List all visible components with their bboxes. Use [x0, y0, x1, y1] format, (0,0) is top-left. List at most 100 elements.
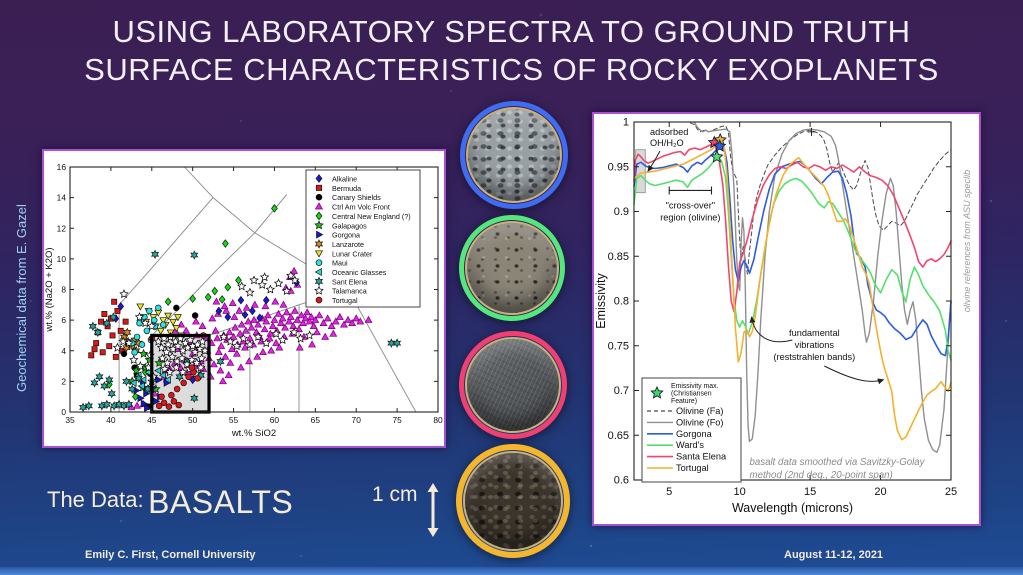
svg-text:20: 20 — [874, 486, 886, 498]
svg-text:45: 45 — [147, 415, 157, 425]
svg-text:Feature): Feature) — [671, 398, 697, 405]
svg-text:vibrations: vibrations — [795, 340, 835, 350]
spectrum-santa-elena — [633, 142, 952, 313]
svg-text:25: 25 — [945, 486, 957, 498]
svg-text:60: 60 — [270, 415, 280, 425]
svg-text:Ward's: Ward's — [676, 440, 704, 450]
tas-diagram-panel: 35 40 45 50 55 60 65 70 75 80 0 2 4 6 8 10 12 14 16 wt.% Si… — [42, 149, 446, 448]
svg-text:Olivine (Fa): Olivine (Fa) — [676, 406, 723, 416]
rock-texture-smooth-gray — [465, 221, 559, 315]
slide-title: USING LABORATORY SPECTRA TO GROUND TRUTH… — [0, 13, 1023, 89]
svg-text:Tortugal: Tortugal — [676, 463, 709, 473]
series-bermuda — [88, 298, 129, 360]
data-label-prefix: The Data: — [47, 487, 144, 512]
svg-text:35: 35 — [65, 415, 75, 425]
svg-text:0.75: 0.75 — [608, 340, 629, 352]
data-label: The Data: BASALTS — [47, 484, 293, 521]
spectra-axes: 5 10 15 20 25 0.6 0.65 0.7 0.75 0.8 0.85 0.9 0.95 1 Wa… — [594, 117, 957, 516]
slide-title-line2: SURFACE CHARACTERISTICS OF ROCKY EXOPLAN… — [84, 51, 939, 87]
svg-text:Central New England (?): Central New England (?) — [332, 212, 411, 221]
scale-bar-label: 1 cm — [372, 483, 418, 506]
svg-text:Maui: Maui — [332, 259, 348, 268]
svg-text:adsorbed: adsorbed — [650, 127, 688, 137]
sample-disc-pink — [459, 331, 567, 439]
svg-text:Bermuda: Bermuda — [332, 184, 361, 193]
svg-text:Emissivity max.: Emissivity max. — [671, 383, 719, 390]
svg-text:15: 15 — [804, 486, 816, 498]
svg-text:Oceanic Glasses: Oceanic Glasses — [332, 268, 387, 277]
sample-disc-green — [459, 215, 565, 321]
christiansen-feature-stars — [707, 132, 727, 163]
rock-texture-granular-dark — [463, 451, 563, 551]
svg-text:Sant Elena: Sant Elena — [332, 277, 367, 286]
spectra-panel: 5 10 15 20 25 0.6 0.65 0.7 0.75 0.8 0.85 0.9 0.95 1 Wa… — [592, 112, 981, 526]
svg-text:80: 80 — [433, 415, 443, 425]
author-credit: Emily C. First, Cornell University — [85, 549, 256, 561]
svg-text:0.65: 0.65 — [608, 430, 629, 442]
tas-ylabel: wt.% (Na2O + K2O) — [44, 247, 55, 332]
svg-text:OH/H₂O: OH/H₂O — [650, 138, 684, 148]
svg-text:16: 16 — [57, 162, 67, 172]
slide-title-line1: USING LABORATORY SPECTRA TO GROUND TRUTH — [112, 14, 911, 49]
svg-text:65: 65 — [311, 415, 321, 425]
svg-text:Galapagos: Galapagos — [332, 221, 367, 230]
svg-text:0.95: 0.95 — [608, 161, 629, 173]
svg-text:Ctrl Am Volc Front: Ctrl Am Volc Front — [332, 203, 390, 212]
svg-text:10: 10 — [734, 486, 746, 498]
spectrum-olivine-fo — [693, 122, 952, 453]
series-talamanca — [112, 270, 315, 381]
series-sant-elena — [78, 249, 402, 413]
svg-text:(Christiansen: (Christiansen — [671, 390, 712, 397]
starfield-decoration — [0, 0, 2, 2]
spectra-xlabel: Wavelength (microns) — [732, 501, 853, 515]
sample-disc-blue — [460, 101, 568, 209]
spectra-plot: 5 10 15 20 25 0.6 0.65 0.7 0.75 0.8 0.85 0.9 0.95 1 Wa… — [594, 117, 972, 516]
svg-text:6: 6 — [61, 315, 66, 325]
geochemical-data-credit: Geochemical data from E. Gazel — [14, 204, 29, 393]
svg-text:Gorgona: Gorgona — [332, 231, 360, 240]
asu-speclib-credit: olivine references from ASU speclib — [962, 170, 972, 312]
svg-text:0.7: 0.7 — [614, 385, 629, 397]
svg-text:0.9: 0.9 — [614, 206, 629, 218]
svg-text:14: 14 — [57, 193, 67, 203]
svg-text:Lanzarote: Lanzarote — [332, 240, 364, 249]
tas-plot: 35 40 45 50 55 60 65 70 75 80 0 2 4 6 8 10 12 14 16 wt.% Si… — [44, 162, 443, 439]
svg-text:basalt data smoothed via Savit: basalt data smoothed via Savitzky-Golay — [750, 457, 926, 468]
spectra-chart-svg: 5 10 15 20 25 0.6 0.65 0.7 0.75 0.8 0.85 0.9 0.95 1 Wa… — [594, 117, 972, 516]
spectra-ylabel: Emissivity — [594, 272, 608, 328]
tas-chart-svg: 35 40 45 50 55 60 65 70 75 80 0 2 4 6 8 10 12 14 16 wt.% Si… — [44, 162, 443, 439]
svg-text:"cross-over": "cross-over" — [666, 200, 715, 210]
svg-text:Canary Shields: Canary Shields — [332, 193, 381, 202]
svg-text:Talamanca: Talamanca — [332, 287, 367, 296]
spectra-legend: Emissivity max.(ChristiansenFeature)Oliv… — [641, 377, 742, 483]
series-ctrl-am-volc-front — [127, 266, 373, 411]
fa-emissivity-max-cross — [807, 127, 816, 136]
scale-bar: 1 cm — [372, 483, 441, 537]
svg-text:75: 75 — [392, 415, 402, 425]
svg-text:Tortugal: Tortugal — [332, 296, 358, 305]
svg-text:Alkaline: Alkaline — [332, 175, 357, 184]
svg-text:12: 12 — [57, 223, 67, 233]
svg-text:55: 55 — [229, 415, 239, 425]
svg-text:8: 8 — [61, 285, 66, 295]
spectrum-ward-s — [633, 156, 952, 361]
svg-text:Lunar Crater: Lunar Crater — [332, 249, 373, 258]
svg-text:region (olivine): region (olivine) — [660, 212, 720, 222]
svg-text:2: 2 — [61, 376, 66, 386]
svg-text:Olivine (Fo): Olivine (Fo) — [676, 417, 723, 427]
bottom-accent-bar — [0, 567, 1023, 575]
svg-text:1: 1 — [623, 117, 629, 129]
svg-text:4: 4 — [61, 346, 66, 356]
svg-text:0.85: 0.85 — [608, 251, 629, 263]
tas-xlabel: wt.% SiO2 — [231, 428, 276, 439]
rock-texture-striated-dark — [465, 337, 561, 433]
svg-text:0.6: 0.6 — [614, 475, 629, 487]
svg-text:0.8: 0.8 — [614, 296, 629, 308]
scale-arrow-icon — [427, 483, 439, 537]
svg-text:0: 0 — [61, 407, 66, 417]
svg-text:Santa Elena: Santa Elena — [676, 452, 727, 462]
spectrum-olivine-fa — [689, 122, 952, 275]
